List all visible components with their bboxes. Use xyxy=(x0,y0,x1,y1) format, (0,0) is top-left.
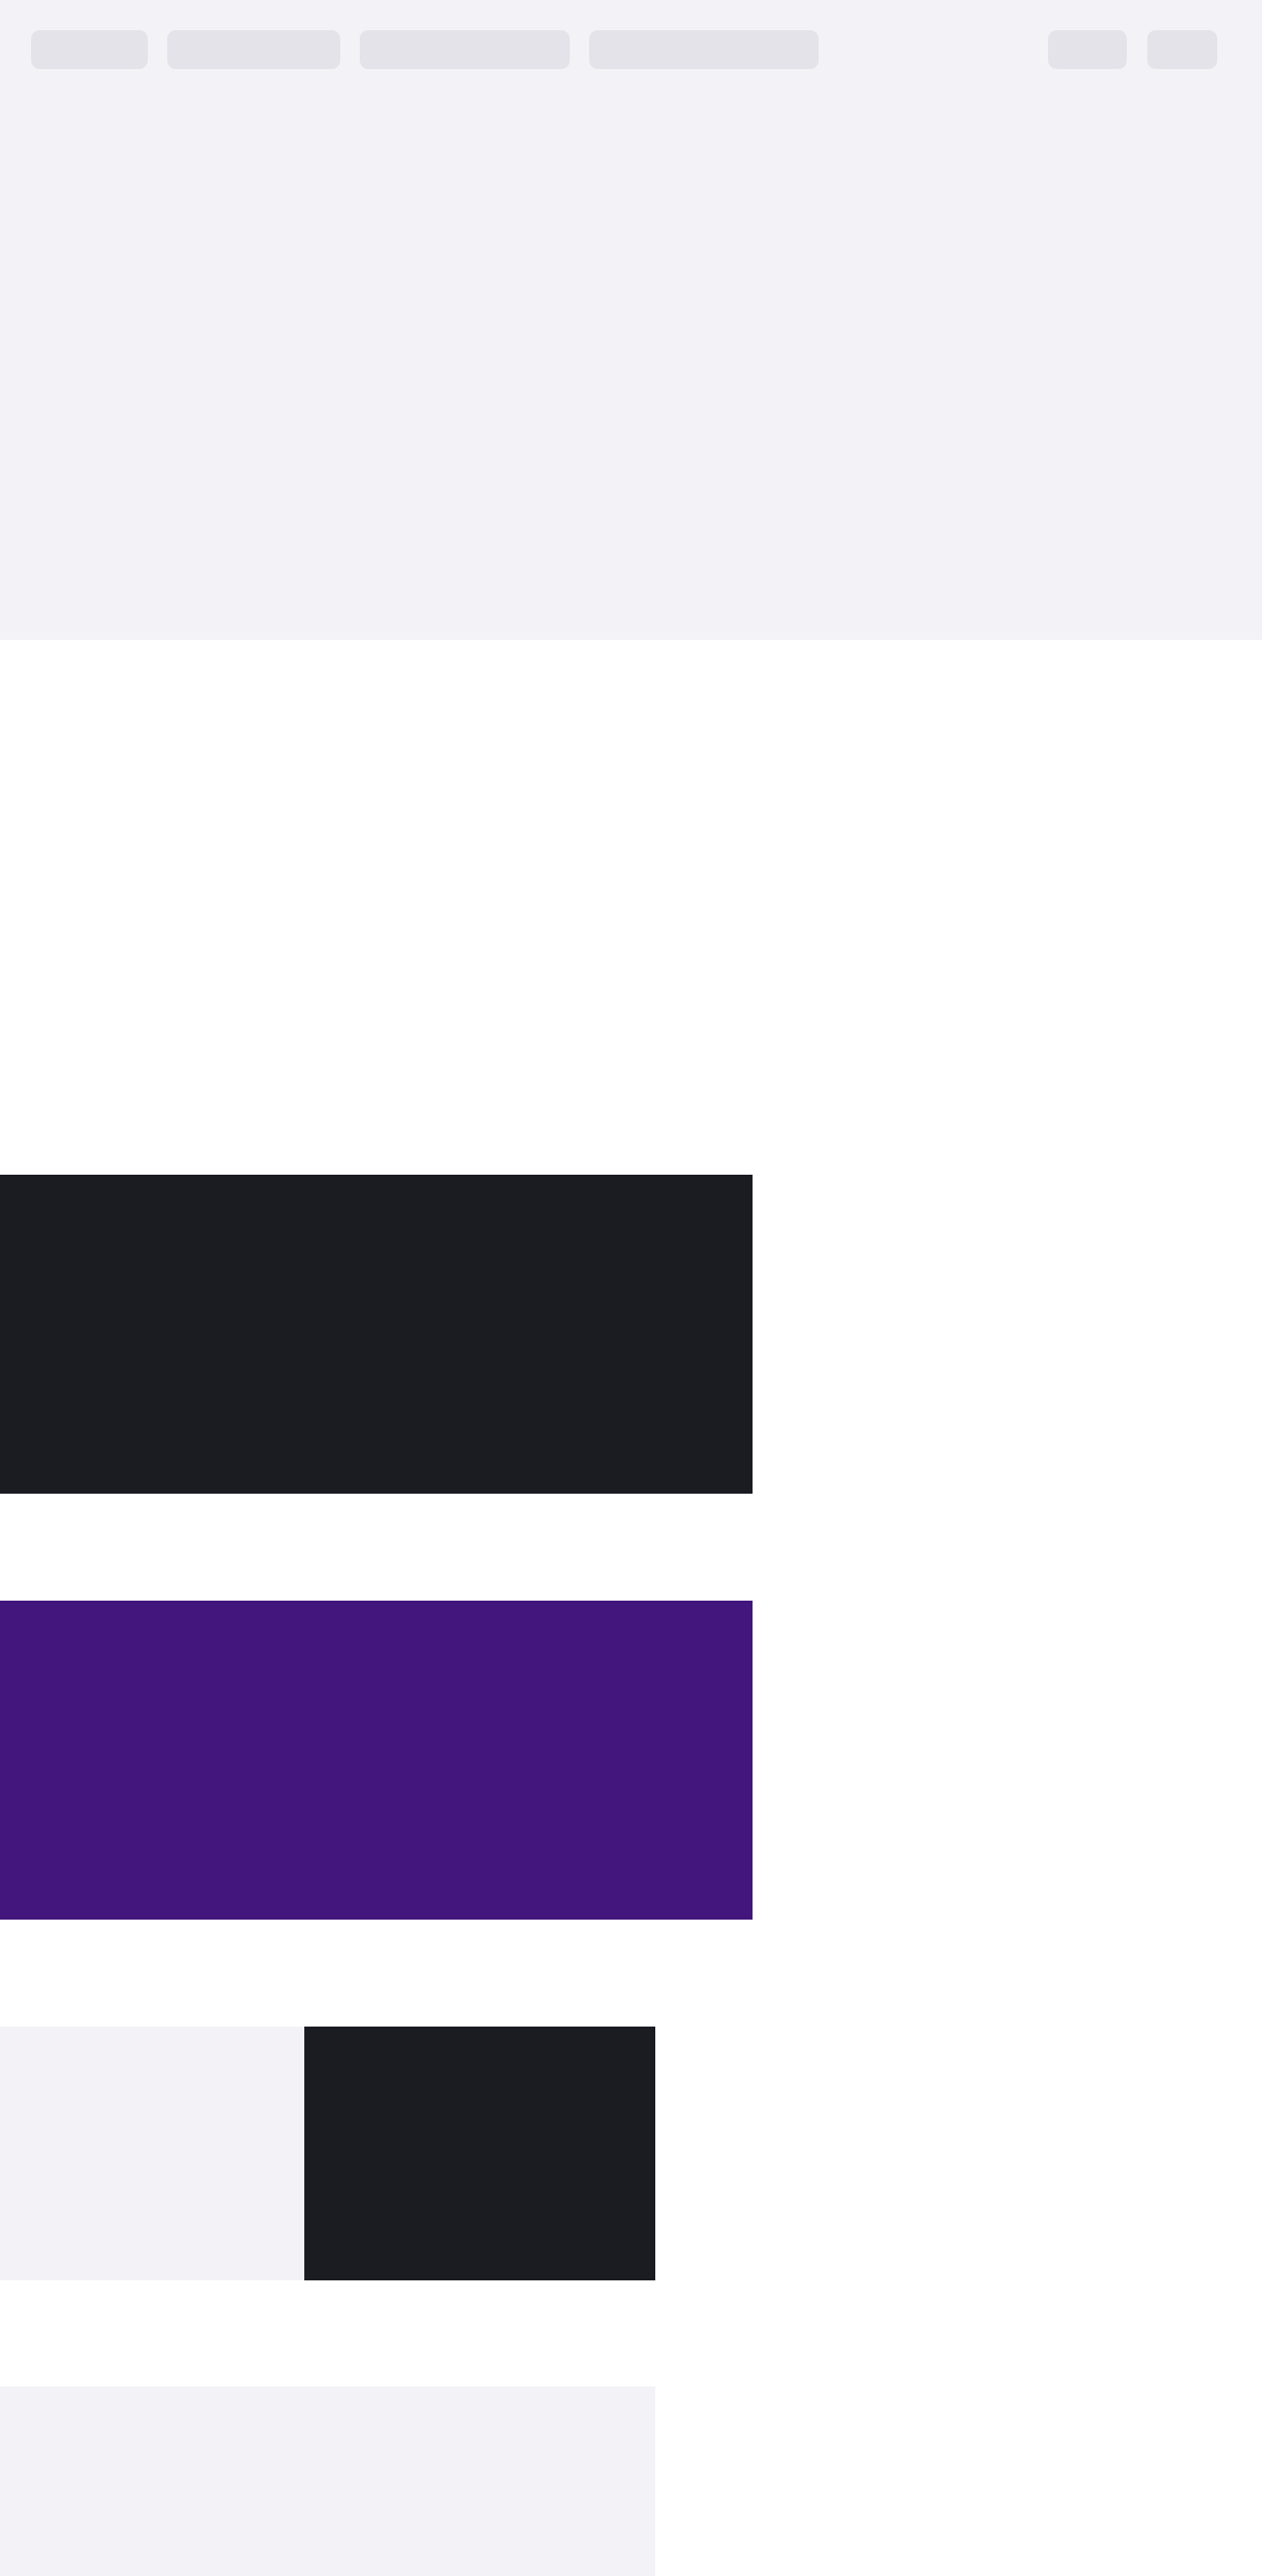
naming-diagram-light xyxy=(0,788,753,1070)
naming-diagram-dark xyxy=(0,1175,753,1494)
figma-palette-panel xyxy=(0,2027,304,2280)
theme-token-table xyxy=(0,0,1262,640)
status-token-map xyxy=(0,2386,655,2576)
header-invert xyxy=(1048,30,1127,69)
code-variables-panel xyxy=(304,2027,655,2280)
header-state xyxy=(1147,30,1217,69)
naming-diagram-purple xyxy=(0,1601,753,1920)
header-theme-name xyxy=(31,30,148,69)
header-priority xyxy=(360,30,570,69)
header-category xyxy=(167,30,340,69)
header-context xyxy=(589,30,819,69)
